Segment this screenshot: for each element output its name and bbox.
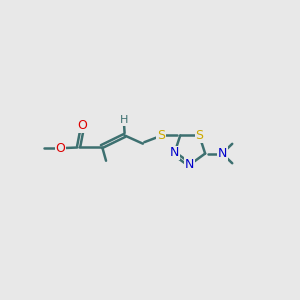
Text: O: O (77, 119, 87, 132)
Text: N: N (218, 147, 227, 160)
Text: N: N (185, 158, 194, 171)
Text: S: S (195, 129, 203, 142)
Text: O: O (56, 142, 65, 154)
Text: H: H (120, 115, 128, 125)
Text: S: S (157, 129, 165, 142)
Text: N: N (170, 146, 179, 159)
